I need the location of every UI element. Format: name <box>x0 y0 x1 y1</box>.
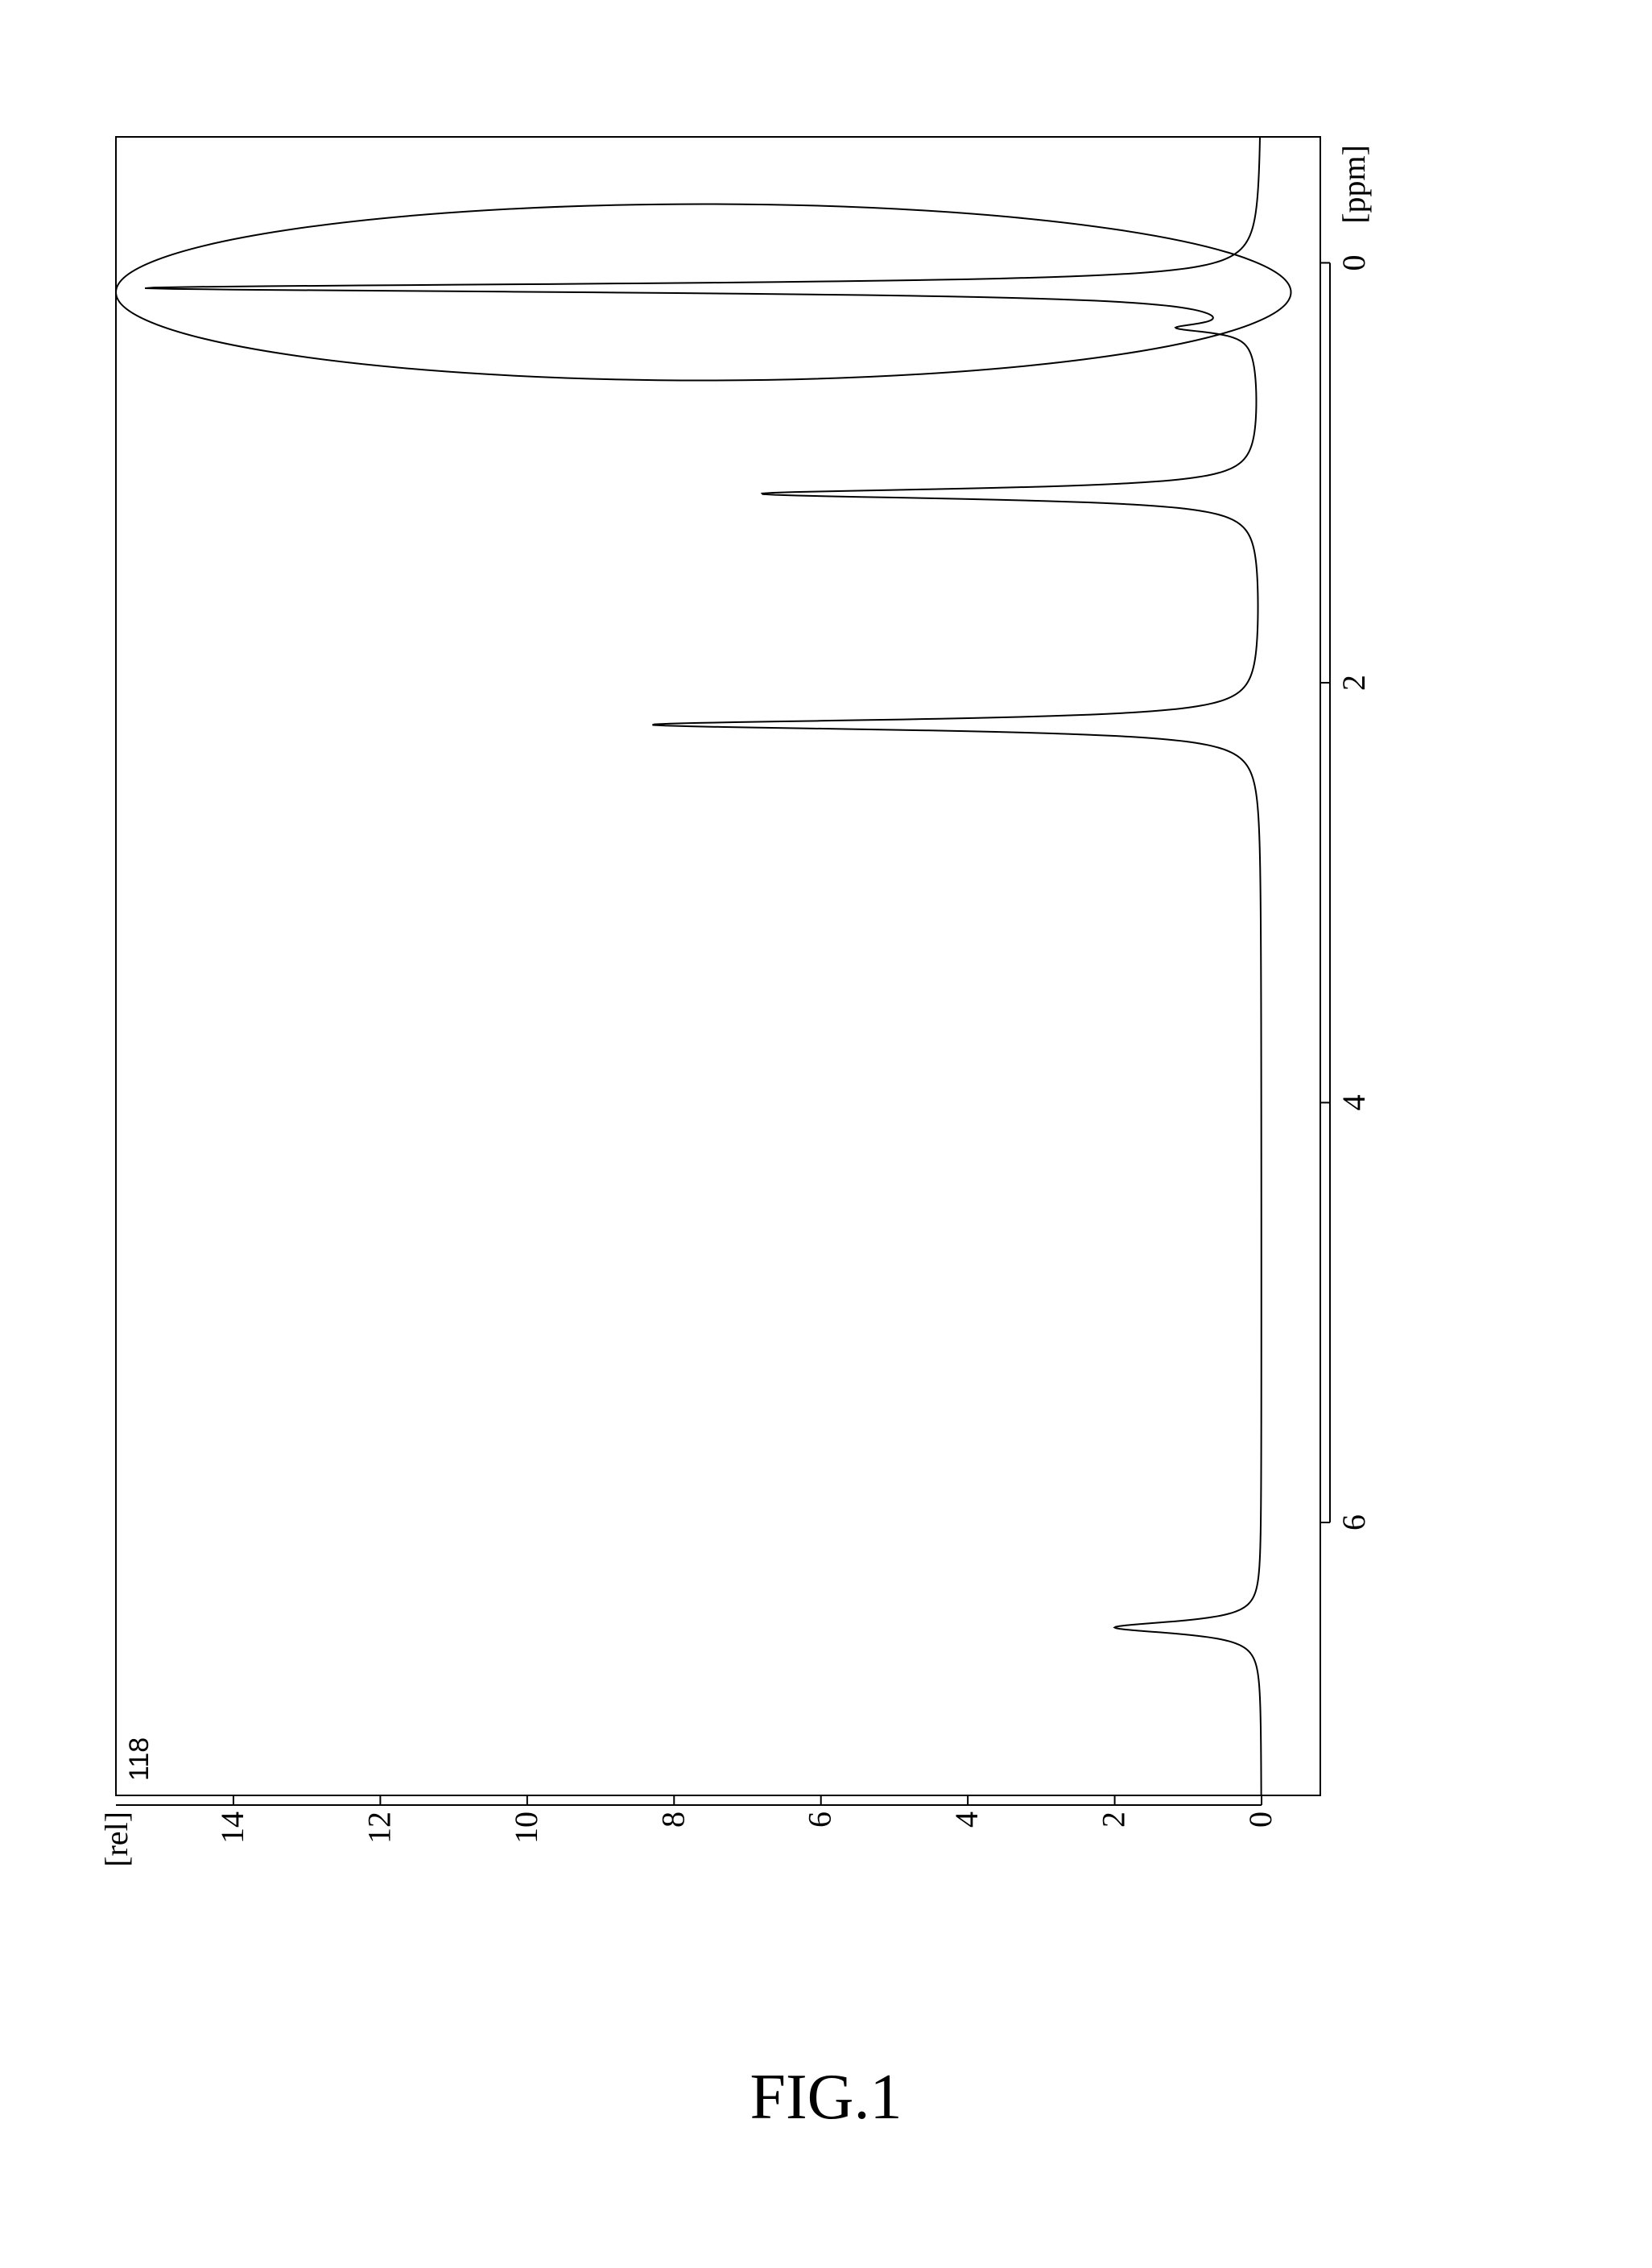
svg-text:6: 6 <box>802 1812 838 1828</box>
svg-text:4: 4 <box>948 1812 985 1828</box>
svg-text:8: 8 <box>655 1812 691 1828</box>
svg-text:[ppm]: [ppm] <box>1336 145 1372 224</box>
svg-text:14: 14 <box>214 1812 250 1844</box>
svg-text:12: 12 <box>361 1812 397 1844</box>
svg-text:2: 2 <box>1336 675 1372 691</box>
svg-text:0: 0 <box>1242 1812 1278 1828</box>
svg-text:4: 4 <box>1336 1094 1372 1110</box>
svg-text:2: 2 <box>1096 1812 1132 1828</box>
svg-text:118: 118 <box>124 1737 155 1781</box>
page: 118 0 2 4 6 8 10 12 14 [rel] 6 4 2 0 [ppm] FIG.1 <box>0 0 1652 2268</box>
svg-text:[rel]: [rel] <box>105 1812 134 1867</box>
svg-text:6: 6 <box>1336 1514 1372 1531</box>
svg-text:0: 0 <box>1336 254 1372 271</box>
nmr-spectrum-svg: 118 0 2 4 6 8 10 12 14 [rel] 6 4 2 0 [ppm] <box>105 121 1457 1973</box>
svg-text:10: 10 <box>508 1812 544 1844</box>
nmr-chart-container: 118 0 2 4 6 8 10 12 14 [rel] 6 4 2 0 [ppm] <box>105 121 1457 1973</box>
figure-caption: FIG.1 <box>0 2061 1652 2134</box>
